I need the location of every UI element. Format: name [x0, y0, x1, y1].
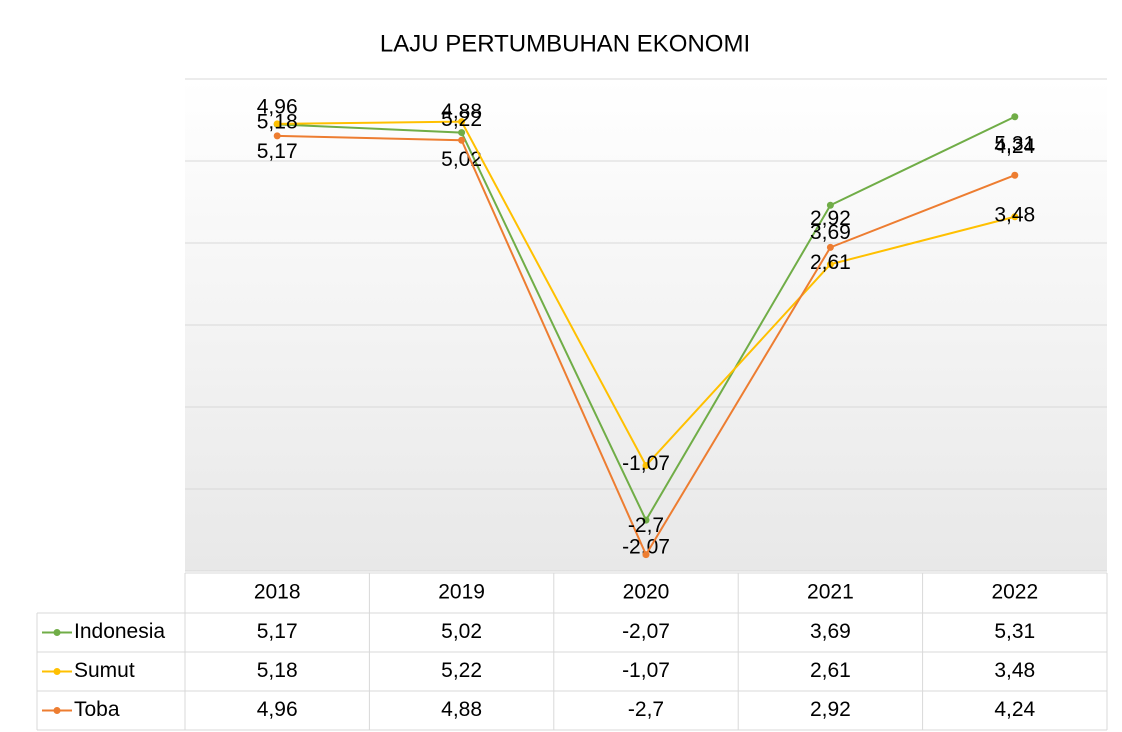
- data-label: 5,18: [257, 110, 298, 133]
- data-label: 5,31: [994, 132, 1035, 155]
- table-value: 2,92: [810, 698, 851, 721]
- x-tick-label: 2020: [623, 581, 670, 604]
- table-value: 5,22: [441, 659, 482, 682]
- table-value: 5,18: [257, 659, 298, 682]
- legend-label: Toba: [74, 698, 120, 721]
- legend-label: Sumut: [74, 659, 135, 682]
- x-tick-label: 2021: [807, 581, 854, 604]
- data-label: 2,92: [810, 207, 851, 230]
- table-value: 5,17: [257, 620, 298, 643]
- legend-key-dot: [53, 707, 61, 714]
- data-label: 2,61: [810, 251, 851, 274]
- data-label: 5,22: [441, 108, 482, 131]
- data-label: 4,96: [257, 95, 298, 118]
- x-tick-label: 2022: [991, 581, 1038, 604]
- data-label: 5,02: [441, 148, 482, 171]
- legend-label: Indonesia: [74, 620, 165, 643]
- point: [1011, 113, 1019, 121]
- point: [1011, 171, 1019, 179]
- point: [642, 551, 650, 559]
- table-value: 3,69: [810, 620, 851, 643]
- data-label: -2,07: [622, 536, 670, 559]
- legend-key-dot: [53, 668, 61, 675]
- table-value: -2,07: [622, 620, 670, 643]
- legend-key-dot: [53, 629, 61, 636]
- point: [642, 516, 650, 524]
- point: [826, 201, 834, 209]
- table-value: 5,31: [994, 620, 1035, 643]
- point: [273, 132, 281, 140]
- table-value: -1,07: [622, 659, 670, 682]
- table-value: 2,61: [810, 659, 851, 682]
- point: [273, 120, 281, 128]
- point: [826, 260, 834, 268]
- table-value: 4,24: [994, 698, 1035, 721]
- point: [458, 118, 466, 126]
- table-value: 3,48: [994, 659, 1035, 682]
- data-label: 3,69: [810, 221, 851, 244]
- point: [458, 129, 466, 137]
- table-value: 5,02: [441, 620, 482, 643]
- x-tick-label: 2019: [438, 581, 485, 604]
- point: [458, 136, 466, 144]
- chart-title: LAJU PERTUMBUHAN EKONOMI: [380, 30, 750, 57]
- point: [642, 461, 650, 469]
- table-value: 4,88: [441, 698, 482, 721]
- x-tick-label: 2018: [254, 581, 301, 604]
- table-value: 4,96: [257, 698, 298, 721]
- data-label: 4,24: [994, 135, 1035, 158]
- data-label: -1,07: [622, 452, 670, 475]
- point: [826, 243, 834, 251]
- data-label: 4,88: [441, 100, 482, 123]
- data-label: -2,7: [628, 514, 664, 537]
- point: [1011, 213, 1019, 221]
- table-value: -2,7: [628, 698, 664, 721]
- data-label: 3,48: [994, 203, 1035, 226]
- data-label: 5,17: [257, 140, 298, 163]
